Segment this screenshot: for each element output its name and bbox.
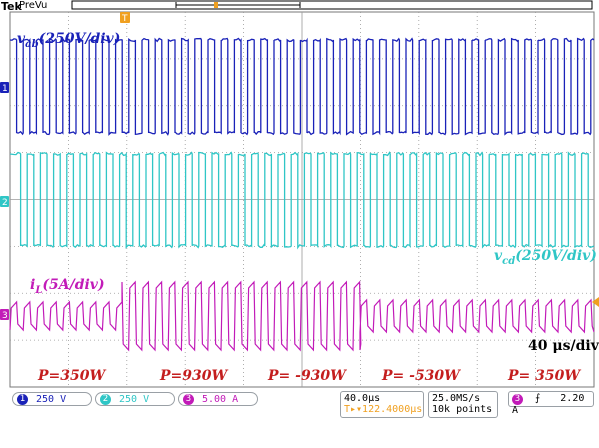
vab-label: vab(250V/div) [17,31,121,50]
trigger-level: 2.20 A [512,393,585,416]
trigger-source: 3 [512,394,523,405]
trigger-slope-icon: ⨍ [535,393,541,404]
trigger-position: T▸▾122.4000μs [344,404,423,415]
vab-waveform [9,37,595,136]
brand-logo: Tek [1,0,22,13]
horizontal-readout[interactable]: 40.0μs T▸▾122.4000μs [340,391,424,418]
graticule [9,11,595,388]
svg-text:T: T [121,14,128,24]
trigger-level-marker[interactable] [592,297,599,307]
ch2-readout[interactable]: 2 250 V [95,392,175,406]
acquisition-mode: PreVu [19,0,48,11]
timebase-label: 40 μs/div [528,338,599,354]
ch1-readout[interactable]: 1 250 V [12,392,92,406]
svg-text:1: 1 [2,84,8,94]
ch2-marker[interactable]: 2 [0,196,9,208]
power-label-5: P= 350W [508,368,581,384]
vcd-waveform [9,151,595,250]
power-label-4: P= -530W [382,368,460,384]
sample-rate: 25.0MS/s [432,393,481,404]
ch3-readout[interactable]: 3 5.00 A [178,392,258,406]
il-waveform [9,280,595,352]
trigger-readout[interactable]: 3 ⨍ 2.20 A [508,391,594,416]
record-length: 10k points [432,404,493,415]
record-view-bar [71,0,593,10]
acquisition-readout[interactable]: 25.0MS/s 10k points [428,391,498,418]
il-label: iL(5A/div) [30,277,105,296]
power-label-3: P= -930W [268,368,346,384]
vcd-label: vcd(250V/div) [494,248,597,267]
trigger-position-marker[interactable]: T [120,12,130,24]
ch1-marker[interactable]: 1 [0,82,9,94]
svg-text:2: 2 [2,198,8,208]
record-trigger-mark [214,2,218,8]
horizontal-scale: 40.0μs [344,393,381,404]
power-label-1: P=350W [38,368,106,384]
power-label-2: P=930W [160,368,228,384]
ch3-marker[interactable]: 3 [0,309,9,321]
svg-text:3: 3 [2,311,8,321]
